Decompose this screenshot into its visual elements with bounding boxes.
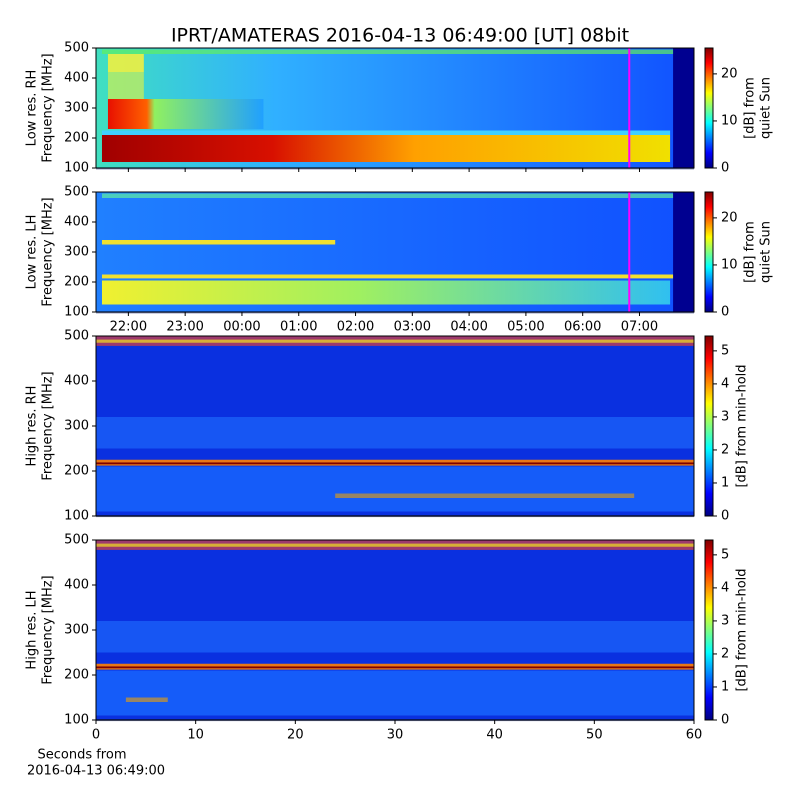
y-tick-label: 500 (64, 41, 89, 56)
colorbar-tick-label: 10 (721, 113, 738, 128)
spectrogram-band (101, 240, 336, 245)
spectrogram-band (101, 49, 683, 54)
y-tick-label: 400 (64, 374, 89, 389)
spectrogram-band (96, 621, 694, 653)
colorbar-label: [dB] from (743, 77, 758, 139)
spectrogram-band (96, 339, 694, 343)
colorbar-tick-label: 1 (721, 475, 729, 490)
x-tick-label: 20 (287, 728, 304, 743)
x-axis-label: Seconds from (37, 748, 126, 763)
spectrogram-band (125, 697, 168, 702)
colorbar (704, 47, 714, 169)
colorbar-label: [dB] from min-hold (735, 568, 750, 691)
spectrogram-band (96, 462, 694, 465)
y-axis-label: Frequency [MHz] (41, 53, 56, 162)
colorbar-tick-label: 10 (721, 257, 738, 272)
x-tick-label: 01:00 (280, 320, 317, 335)
y-tick-label: 200 (64, 131, 89, 146)
title: IPRT/AMATERAS 2016-04-13 06:49:00 [UT] 0… (171, 25, 629, 47)
y-tick-label: 100 (64, 305, 89, 320)
y-axis-label: High res. RH (25, 386, 40, 467)
spectrogram-band (107, 72, 144, 99)
spectrogram-band (96, 666, 694, 669)
colorbar-label: [dB] from min-hold (735, 364, 750, 487)
colorbar (704, 335, 714, 517)
y-tick-label: 400 (64, 215, 89, 230)
x-tick-label: 0 (92, 728, 100, 743)
y-tick-label: 300 (64, 623, 89, 638)
y-tick-label: 300 (64, 101, 89, 116)
colorbar-tick-label: 0 (721, 509, 729, 524)
colorbar-tick-label: 20 (721, 210, 738, 225)
x-tick-label: 02:00 (337, 320, 374, 335)
colorbar-tick-label: 3 (721, 409, 729, 424)
x-tick-label: 00:00 (223, 320, 260, 335)
colorbar-tick-label: 5 (721, 343, 729, 358)
colorbar-label: quiet Sun (759, 77, 774, 139)
colorbar (704, 191, 714, 313)
y-tick-label: 400 (64, 578, 89, 593)
colorbar-tick-label: 4 (721, 580, 729, 595)
y-tick-label: 100 (64, 161, 89, 176)
y-tick-label: 200 (64, 668, 89, 683)
colorbar-tick-label: 5 (721, 547, 729, 562)
x-tick-label: 60 (686, 728, 703, 743)
x-tick-label: 30 (387, 728, 404, 743)
spectrogram-band (96, 543, 694, 547)
y-tick-label: 200 (64, 464, 89, 479)
x-tick-label: 06:00 (564, 320, 601, 335)
x-tick-label: 03:00 (394, 320, 431, 335)
x-tick-label: 22:00 (110, 320, 147, 335)
y-tick-label: 100 (64, 509, 89, 524)
y-axis-label: Frequency [MHz] (41, 575, 56, 684)
spectrogram-band (673, 192, 694, 312)
y-axis-label: Frequency [MHz] (41, 371, 56, 480)
spectrogram-band (96, 417, 694, 449)
colorbar-tick-label: 3 (721, 613, 729, 628)
colorbar-tick-label: 4 (721, 376, 729, 391)
x-tick-label: 04:00 (450, 320, 487, 335)
y-tick-label: 500 (64, 329, 89, 344)
x-tick-label: 05:00 (507, 320, 544, 335)
colorbar-tick-label: 0 (721, 305, 729, 320)
colorbar-label: [dB] from (743, 221, 758, 283)
colorbar-tick-label: 1 (721, 679, 729, 694)
y-axis-label: Frequency [MHz] (41, 197, 56, 306)
spectrogram-band (96, 670, 694, 716)
y-axis-label: High res. LH (25, 590, 40, 669)
y-axis-label: Low res. RH (25, 70, 40, 147)
colorbar-label: quiet Sun (759, 221, 774, 283)
x-axis-label: 2016-04-13 06:49:00 (27, 764, 165, 779)
x-tick-label: 50 (586, 728, 603, 743)
colorbar-tick-label: 0 (721, 161, 729, 176)
spectrogram-band (101, 130, 671, 135)
y-tick-label: 300 (64, 245, 89, 260)
y-tick-label: 300 (64, 419, 89, 434)
y-axis-label: Low res. LH (25, 215, 40, 290)
colorbar (704, 539, 714, 721)
colorbar-tick-label: 2 (721, 442, 729, 457)
y-tick-label: 500 (64, 185, 89, 200)
x-tick-label: 40 (486, 728, 503, 743)
spectrogram-band (101, 135, 671, 162)
x-tick-label: 10 (187, 728, 204, 743)
x-tick-label: 07:00 (621, 320, 658, 335)
spectrogram-band (335, 493, 635, 498)
x-tick-label: 23:00 (166, 320, 203, 335)
y-tick-label: 200 (64, 275, 89, 290)
spectrogram-band (101, 193, 683, 198)
colorbar-tick-label: 2 (721, 646, 729, 661)
spectrogram-band (673, 48, 694, 168)
spectrogram-band (107, 99, 264, 129)
spectrogram-band (101, 274, 683, 279)
spectrogram-band (107, 54, 144, 72)
spectrogram-band (101, 280, 671, 305)
colorbar-tick-label: 0 (721, 713, 729, 728)
y-tick-label: 500 (64, 533, 89, 548)
spectrogram-band (96, 466, 694, 512)
y-tick-label: 100 (64, 713, 89, 728)
y-tick-label: 400 (64, 71, 89, 86)
colorbar-tick-label: 20 (721, 66, 738, 81)
